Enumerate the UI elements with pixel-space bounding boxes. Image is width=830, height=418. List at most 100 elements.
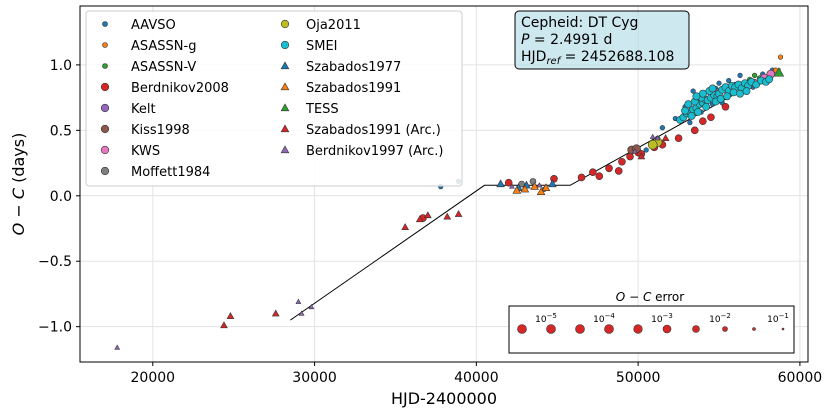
point-szabados1991-arc [661, 134, 670, 141]
point-smei [708, 84, 717, 93]
point-berdnikov2008 [674, 134, 683, 142]
x-axis-label: HJD-2400000 [391, 389, 497, 408]
point-smei [684, 100, 693, 109]
point-szabados1991-arc [423, 211, 432, 219]
x-tick-label: 50000 [616, 370, 661, 386]
point-aavso [690, 88, 696, 94]
point-smei [729, 88, 738, 97]
legend-marker-tess [280, 103, 290, 112]
error-legend-tick-label: 10−5 [535, 312, 557, 325]
point-szabados1991-arc [443, 212, 452, 220]
point-berdnikov1997-arc [114, 344, 121, 350]
x-tick-label: 40000 [454, 370, 499, 386]
point-berdnikov1997-arc [649, 133, 656, 139]
point-berdnikov2008 [577, 173, 586, 182]
point-smei [692, 92, 701, 101]
point-berdnikov1997-arc [308, 303, 315, 310]
info-star-name: Cepheid: DT Cyg [521, 15, 638, 31]
point-berdnikov2008 [618, 157, 626, 166]
point-szabados1991-arc [226, 312, 235, 319]
info-reference-epoch: HJDref = 2452688.108 [521, 49, 674, 67]
error-legend-title: O − C error [616, 290, 684, 304]
axis-ticks: 20000 30000 40000 50000 60000 −1.0 −0.5 0.0 0.5 1… [38, 58, 822, 386]
point-asassn-v [752, 72, 758, 78]
error-legend-tick-label: 10−1 [767, 312, 789, 325]
point-szabados1991 [536, 187, 546, 195]
error-legend-dot [752, 327, 756, 331]
data-points [114, 54, 785, 350]
legend-marker-berdnikov2008 [100, 82, 110, 92]
point-berdnikov1997-arc [536, 182, 543, 188]
point-berdnikov1997-arc [295, 298, 302, 304]
point-berdnikov2008 [721, 102, 730, 111]
info-period: P = 2.4991 d [521, 32, 612, 48]
point-berdnikov2008 [595, 172, 604, 180]
point-smei [698, 89, 707, 98]
point-berdnikov2008 [690, 126, 699, 135]
legend-marker-smei [280, 40, 290, 50]
legend-marker-moffett1984 [100, 166, 110, 176]
point-szabados1991 [520, 184, 530, 193]
legend-marker-szabados1991 [280, 82, 290, 91]
point-berdnikov2008 [605, 164, 613, 173]
point-berdnikov2008 [614, 167, 623, 175]
y-tick-label: −0.5 [38, 254, 72, 270]
point-szabados1991 [541, 183, 551, 192]
y-tick-label: 0.0 [50, 189, 72, 205]
x-tick-label: 60000 [778, 370, 823, 386]
legend-marker-aavso [102, 21, 108, 27]
point-smei [742, 87, 751, 95]
info-box: Cepheid: DT Cyg P = 2.4991 d HJDref = 24… [514, 10, 690, 70]
point-berdnikov2008 [504, 178, 513, 187]
error-legend-dot [722, 326, 728, 332]
legend-label-smei: SMEI [306, 39, 338, 54]
legend-marker-szabados1991-arc [280, 124, 290, 133]
point-aavso [726, 78, 732, 84]
error-legend-dot [662, 324, 672, 334]
x-tick-label: 30000 [292, 370, 337, 386]
legend-label-berdnikov1997-arc: Berdnikov1997 (Arc.) [306, 144, 443, 159]
point-aavso [737, 72, 743, 78]
legend-label-asassn-g: ASASSN-g [131, 39, 196, 54]
legend-label-berdnikov2008: Berdnikov2008 [131, 81, 229, 96]
legend-marker-oja2011 [280, 19, 290, 29]
error-legend-tick-label: 10−2 [709, 312, 731, 325]
legend: AAVSO ASASSN-g ASASSN-V Berdnikov2008 Kelt Ki… [85, 10, 463, 187]
point-szabados1991 [512, 185, 522, 194]
point-smei [702, 102, 710, 111]
legend-marker-kws [100, 145, 110, 155]
legend-marker-asassn-g [102, 42, 108, 48]
point-aavso [716, 80, 722, 86]
y-tick-label: 1.0 [50, 58, 72, 74]
point-szabados1991-arc [220, 321, 228, 329]
error-legend-tick-label: 10−4 [593, 312, 615, 325]
point-berdnikov2008 [699, 117, 707, 125]
error-legend-dot [575, 324, 585, 334]
point-berdnikov1997-arc [632, 148, 638, 154]
legend-marker-asassn-v [102, 63, 108, 69]
error-legend-dot [633, 324, 643, 334]
point-asassn-g [777, 54, 784, 60]
point-smei [716, 95, 725, 103]
legend-label-szabados1977: Szabados1977 [306, 60, 401, 75]
legend-label-szabados1991-arc: Szabados1991 (Arc.) [306, 123, 441, 138]
point-szabados1991-arc [637, 152, 646, 160]
legend-marker-kelt [100, 103, 110, 113]
legend-marker-berdnikov1997-arc [280, 145, 290, 154]
point-aavso [643, 147, 649, 153]
point-szabados1977 [548, 179, 557, 188]
point-berdnikov2008 [589, 168, 597, 177]
error-legend-tick-label: 10−3 [651, 312, 673, 325]
legend-marker-szabados1977 [280, 61, 290, 70]
y-tick-label: −1.0 [38, 320, 72, 336]
plot-frame [79, 5, 809, 363]
legend-label-kiss1998: Kiss1998 [131, 123, 190, 138]
point-berdnikov1997-arc [509, 183, 515, 189]
point-smei [723, 92, 732, 101]
legend-frame [85, 10, 463, 187]
legend-marker-kiss1998 [100, 124, 110, 134]
y-axis-label: O − C (days) [9, 133, 28, 236]
point-smei [736, 89, 744, 98]
legend-label-asassn-v: ASASSN-V [131, 60, 196, 75]
